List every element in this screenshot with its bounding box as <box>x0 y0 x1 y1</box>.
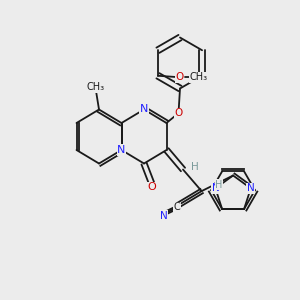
Text: CH₃: CH₃ <box>87 82 105 92</box>
Text: H: H <box>191 161 199 172</box>
Text: N: N <box>140 104 148 115</box>
Text: N: N <box>117 145 126 155</box>
Text: N: N <box>212 183 219 194</box>
Text: O: O <box>176 72 184 82</box>
Text: N: N <box>160 211 168 221</box>
Text: O: O <box>147 182 156 193</box>
Text: C: C <box>173 202 180 212</box>
Text: H: H <box>215 180 223 190</box>
Text: N: N <box>247 183 255 194</box>
Text: O: O <box>174 108 183 118</box>
Text: CH₃: CH₃ <box>190 72 208 82</box>
